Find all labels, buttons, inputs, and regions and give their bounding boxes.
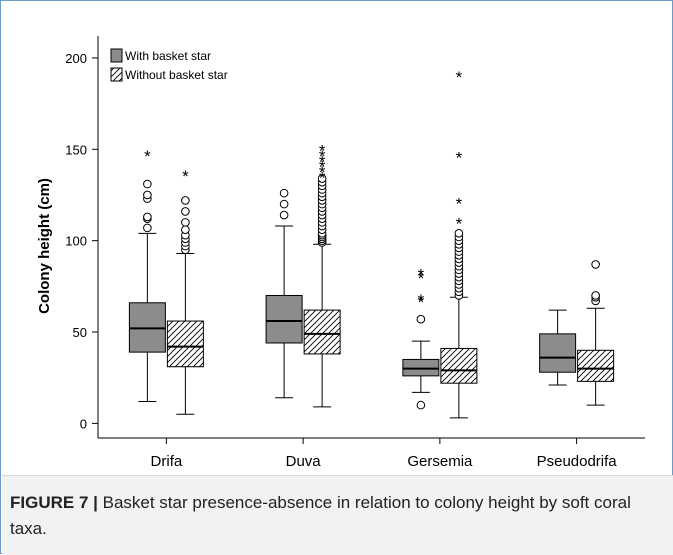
box-group: * <box>128 147 166 402</box>
outlier-point <box>591 291 600 300</box>
box-group: **** <box>440 68 478 419</box>
outlier-point <box>416 400 426 410</box>
extreme-point: * <box>456 68 463 87</box>
box-group: ****** <box>303 141 341 408</box>
box-group: * <box>166 167 204 415</box>
outlier-point <box>181 218 190 227</box>
x-tick-label: Gersemia <box>407 453 473 470</box>
x-tick-label: Duva <box>286 453 322 470</box>
y-tick-label: 0 <box>80 416 87 431</box>
extreme-point: * <box>456 194 463 213</box>
y-tick-label: 200 <box>65 51 87 66</box>
y-tick-label: 150 <box>65 142 87 157</box>
box-group <box>539 309 577 386</box>
extreme-point: * <box>418 269 425 288</box>
legend: With basket star Without basket star <box>110 48 228 82</box>
box-group <box>577 260 615 406</box>
legend-swatch <box>110 48 123 63</box>
legend-swatch <box>110 67 123 82</box>
extreme-point: * <box>418 291 425 310</box>
outlier-point <box>143 179 152 189</box>
y-tick-label: 100 <box>65 234 87 249</box>
extreme-point: * <box>319 169 326 188</box>
box-group: **** <box>402 266 440 410</box>
caption-text: Basket star presence-absence in relation… <box>10 493 631 538</box>
boxes: ****** ********** <box>128 68 615 419</box>
caption-band: FIGURE 7 | Basket star presence-absence … <box>2 475 673 555</box>
extreme-point: * <box>456 149 463 168</box>
box <box>577 349 615 382</box>
extreme-point: * <box>144 147 151 166</box>
extreme-point: * <box>319 147 326 166</box>
extreme-point: * <box>418 293 425 312</box>
outlier-point <box>279 199 289 209</box>
outlier-point <box>317 174 327 183</box>
extreme-point: * <box>319 141 326 160</box>
extreme-point: * <box>319 163 326 182</box>
outlier-point <box>454 229 464 238</box>
box <box>265 294 303 344</box>
outlier-point <box>143 190 152 200</box>
extreme-point: * <box>319 152 326 171</box>
box <box>303 309 341 355</box>
y-axis-label: Colony height (cm) <box>36 178 53 314</box>
extreme-point: * <box>456 214 463 233</box>
extreme-point: * <box>418 266 425 285</box>
outlier-point <box>591 260 600 269</box>
legend-label: With basket star <box>125 49 211 63</box>
outlier-point <box>279 210 289 220</box>
box <box>440 347 478 384</box>
extreme-point: * <box>182 167 189 186</box>
outlier-point <box>416 314 426 324</box>
outlier-point <box>279 188 289 198</box>
box-plot-chart: 0 50 100 150 200 Drifa Duva Gersemia Pseudodrifa… <box>36 36 645 470</box>
extreme-point: * <box>319 158 326 177</box>
box <box>166 320 204 368</box>
axes: 0 50 100 150 200 Drifa Duva Gersemia Pseudodrifa <box>65 36 645 470</box>
box <box>539 333 577 373</box>
outlier-point <box>143 223 152 233</box>
legend-label: Without basket star <box>125 68 228 82</box>
x-tick-label: Pseudodrifa <box>537 453 618 470</box>
x-tick-label: Drifa <box>151 453 183 470</box>
figure-label: FIGURE 7 | <box>10 493 98 512</box>
box-group <box>265 188 303 399</box>
figure-caption: FIGURE 7 | Basket star presence-absence … <box>10 490 660 542</box>
outlier-point <box>143 212 152 222</box>
outlier-point <box>181 225 190 234</box>
y-tick-label: 50 <box>73 325 87 340</box>
outlier-point <box>181 207 190 216</box>
outlier-point <box>181 196 190 205</box>
